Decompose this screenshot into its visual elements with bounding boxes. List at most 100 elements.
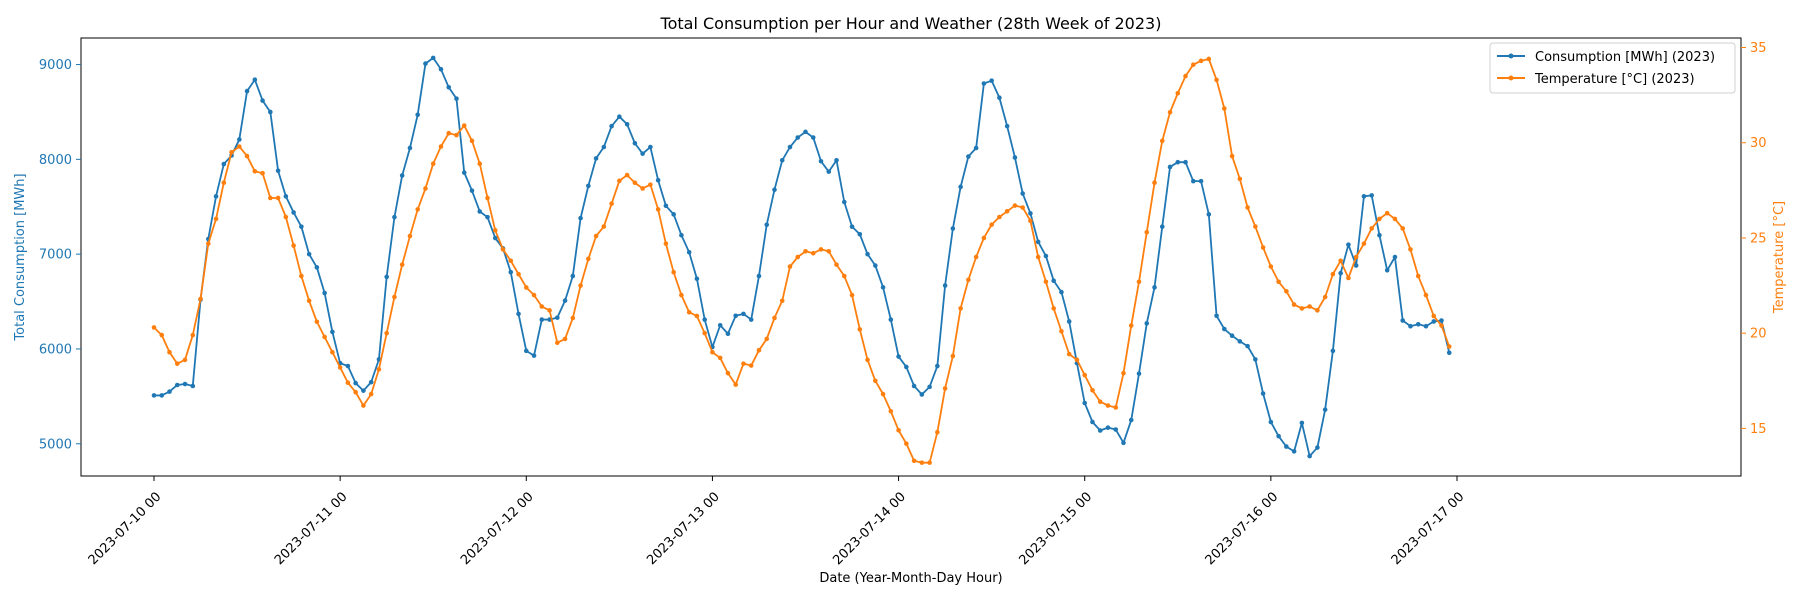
series-line-temperature: [153, 58, 1451, 464]
data-point-temperature: [562, 336, 568, 342]
data-point-consumption: [151, 393, 157, 398]
data-point-consumption: [981, 81, 987, 86]
data-point-temperature: [609, 201, 614, 206]
data-point-consumption: [516, 311, 521, 317]
data-point-consumption: [1198, 178, 1204, 184]
data-point-consumption: [368, 379, 374, 385]
data-point-consumption: [438, 66, 444, 72]
data-point-temperature: [710, 349, 715, 355]
data-point-consumption: [1392, 254, 1398, 260]
data-point-temperature: [764, 336, 770, 342]
data-point-consumption: [1128, 417, 1134, 423]
data-point-temperature: [1113, 405, 1119, 410]
data-point-consumption: [430, 55, 436, 61]
data-point-temperature: [1253, 224, 1258, 229]
data-point-temperature: [345, 380, 351, 385]
data-point-temperature: [244, 153, 250, 159]
data-point-consumption: [1346, 242, 1351, 247]
data-point-temperature: [779, 298, 785, 304]
data-point-consumption: [733, 313, 738, 319]
data-point-consumption: [252, 77, 258, 83]
data-point-consumption: [1136, 371, 1142, 376]
data-point-temperature: [733, 382, 738, 387]
data-point-consumption: [1222, 326, 1227, 332]
data-point-temperature: [415, 207, 421, 212]
data-point-consumption: [1315, 445, 1320, 450]
data-point-temperature: [1431, 313, 1437, 319]
data-point-temperature: [1183, 73, 1188, 79]
data-point-consumption: [950, 226, 956, 231]
data-point-consumption: [1408, 323, 1413, 329]
data-point-temperature: [260, 170, 265, 176]
data-point-consumption: [190, 383, 196, 389]
y-axis-left: 5000 6000 7000 8000 9000: [39, 58, 81, 452]
data-point-consumption: [779, 158, 785, 163]
y-left-tick-label: 6000: [39, 342, 72, 357]
data-point-temperature: [935, 429, 940, 435]
data-point-temperature: [229, 149, 234, 155]
x-tick-label: 2023-07-13 00: [644, 489, 723, 568]
data-point-consumption: [958, 184, 963, 190]
data-point-consumption: [601, 144, 607, 150]
chart-title: Total Consumption per Hour and Weather (…: [660, 14, 1162, 33]
data-point-consumption: [1051, 278, 1056, 284]
data-point-temperature: [1206, 56, 1212, 62]
data-point-temperature: [337, 365, 343, 370]
data-point-temperature: [306, 298, 312, 304]
data-point-consumption: [624, 121, 630, 127]
legend: Consumption [MWh] (2023) Temperature [°C…: [1489, 42, 1736, 94]
data-point-consumption: [578, 215, 583, 221]
data-point-temperature: [904, 441, 909, 446]
data-point-temperature: [880, 391, 886, 397]
data-point-consumption: [221, 161, 227, 167]
x-tick-label: 2023-07-17 00: [1389, 489, 1468, 568]
data-point-temperature: [1346, 275, 1351, 281]
data-point-consumption: [1059, 289, 1064, 295]
data-point-temperature: [1268, 264, 1274, 269]
data-point-consumption: [531, 353, 537, 358]
data-point-consumption: [1361, 194, 1367, 199]
data-point-temperature: [694, 313, 700, 319]
data-point-consumption: [562, 298, 568, 303]
data-point-temperature: [1059, 328, 1064, 334]
data-point-temperature: [1004, 209, 1010, 214]
data-point-consumption: [244, 88, 250, 94]
data-point-consumption: [973, 145, 979, 151]
data-point-consumption: [834, 158, 839, 163]
x-tick-label: 2023-07-15 00: [1016, 489, 1095, 568]
data-point-temperature: [888, 408, 894, 414]
data-point-temperature: [725, 370, 731, 376]
data-point-temperature: [1330, 271, 1336, 277]
data-point-consumption: [508, 269, 514, 275]
data-point-consumption: [1229, 333, 1235, 338]
data-point-consumption: [454, 96, 459, 101]
data-point-consumption: [1144, 321, 1150, 326]
y-axis-right-label: Temperature [°C]: [1772, 201, 1787, 314]
data-point-consumption: [237, 137, 242, 142]
data-point-consumption: [1175, 159, 1181, 165]
data-point-temperature: [291, 243, 296, 248]
data-point-consumption: [1020, 191, 1025, 196]
data-point-consumption: [997, 95, 1002, 101]
data-point-consumption: [283, 194, 289, 199]
data-point-consumption: [167, 389, 172, 394]
data-point-consumption: [655, 177, 661, 183]
data-point-temperature: [1408, 247, 1413, 252]
data-point-temperature: [1074, 357, 1080, 363]
data-point-consumption: [1415, 322, 1421, 327]
data-point-temperature: [1028, 218, 1033, 224]
data-point-temperature: [167, 349, 172, 355]
data-point-temperature: [686, 309, 692, 315]
data-point-consumption: [1167, 164, 1173, 170]
x-axis-label: Date (Year-Month-Day Hour): [819, 571, 1002, 586]
data-point-consumption: [345, 363, 351, 369]
data-point-temperature: [446, 130, 452, 136]
data-point-consumption: [1121, 440, 1126, 446]
data-point-temperature: [523, 285, 529, 290]
data-point-consumption: [1284, 444, 1289, 449]
plot-frame: [80, 37, 1742, 477]
data-point-consumption: [523, 348, 529, 354]
data-point-consumption: [1012, 155, 1018, 160]
data-point-consumption: [1260, 391, 1266, 396]
